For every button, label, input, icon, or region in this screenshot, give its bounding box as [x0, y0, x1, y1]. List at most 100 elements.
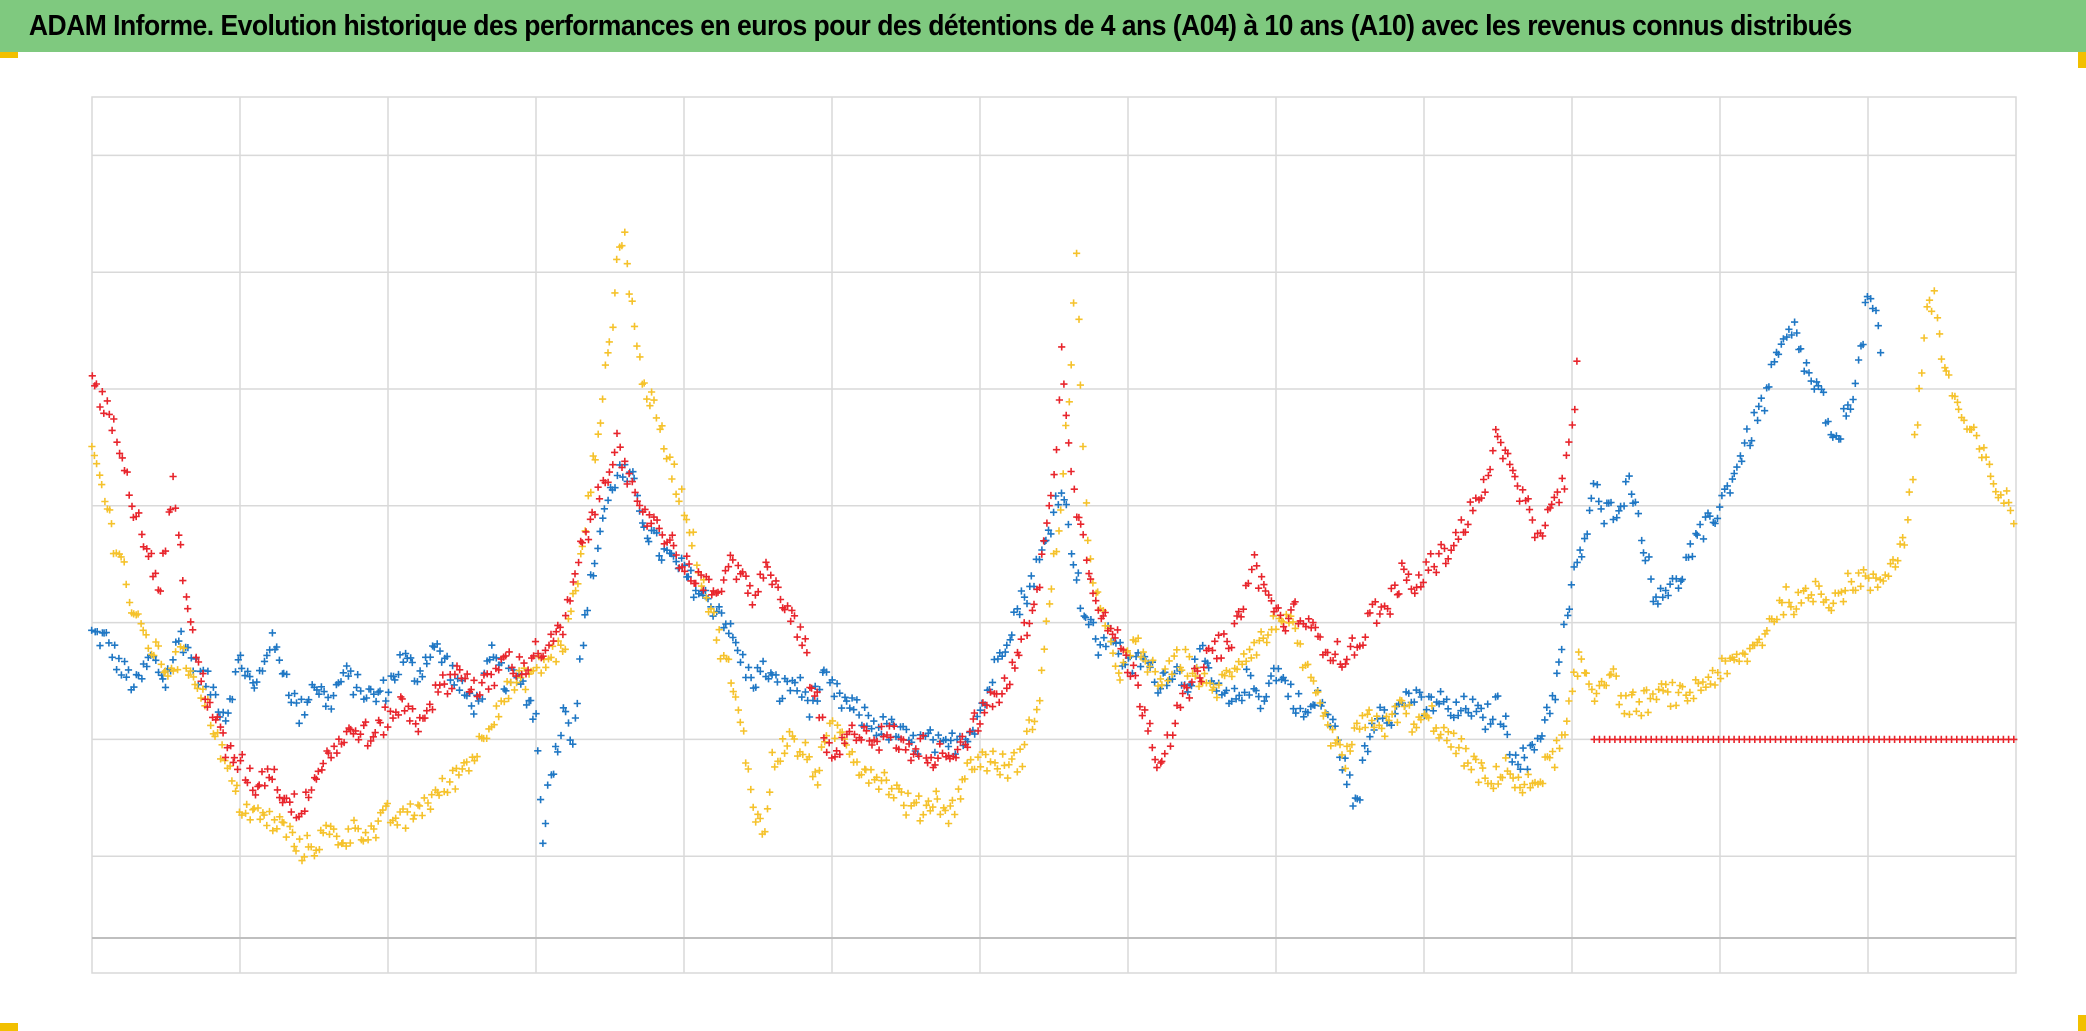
- scatter-point-series-2: [1711, 681, 1719, 689]
- scatter-point-series-2: [646, 402, 654, 410]
- scatter-point-series-2: [1909, 476, 1917, 484]
- scatter-point-series-2: [1168, 670, 1176, 678]
- scatter-point-series-3: [763, 563, 771, 571]
- scatter-point-series-3: [406, 717, 414, 725]
- scatter-point-series-2: [1425, 714, 1433, 722]
- scatter-point-series-3: [726, 551, 734, 559]
- scatter-point-series-3: [108, 426, 116, 434]
- scatter-point-series-3: [264, 765, 272, 773]
- scatter-point-series-1: [138, 675, 146, 683]
- scatter-point-series-2: [1455, 744, 1463, 752]
- scatter-point-series-3: [219, 729, 227, 737]
- scatter-point-series-2: [2010, 520, 2018, 528]
- scatter-point-series-3: [1333, 638, 1341, 646]
- scatter-point-series-2: [470, 757, 479, 765]
- scatter-point-series-3: [1237, 613, 1245, 621]
- scatter-point-series-2: [139, 626, 147, 634]
- scatter-point-series-1: [1761, 407, 1769, 415]
- scatter-point-series-1: [349, 691, 357, 699]
- scatter-point-series-3: [439, 671, 447, 679]
- scatter-point-series-2: [742, 759, 750, 767]
- scatter-point-series-2: [799, 750, 807, 759]
- scatter-point-series-1: [1008, 631, 1016, 639]
- scatter-point-series-3: [110, 415, 118, 423]
- scatter-point-series-2: [967, 756, 975, 764]
- scatter-point-series-2: [435, 791, 443, 799]
- scatter-point-series-1: [1184, 688, 1192, 696]
- scatter-point-series-1: [902, 725, 910, 734]
- scatter-point-series-2: [443, 788, 452, 796]
- scatter-point-series-1: [805, 713, 814, 721]
- scatter-point-series-1: [1076, 604, 1084, 612]
- scatter-point-series-2: [933, 795, 941, 803]
- scatter-point-series-2: [754, 810, 762, 818]
- scatter-point-series-2: [633, 342, 641, 350]
- scatter-point-series-3: [980, 709, 989, 717]
- scatter-point-series-3: [621, 457, 629, 465]
- scatter-point-series-3: [1432, 568, 1440, 576]
- scatter-point-series-2: [254, 804, 262, 812]
- scatter-point-series-2: [1787, 603, 1795, 611]
- scatter-point-series-1: [581, 611, 589, 619]
- scatter-point-series-2: [1101, 622, 1109, 630]
- scatter-point-series-2: [134, 610, 142, 618]
- scatter-point-series-3: [1267, 597, 1275, 605]
- scatter-point-series-2: [1855, 569, 1863, 577]
- scatter-point-series-3: [1391, 581, 1399, 589]
- scatter-point-series-2: [1370, 723, 1378, 731]
- scatter-point-series-1: [1379, 714, 1387, 722]
- scatter-point-series-1: [1452, 698, 1460, 706]
- scatter-point-series-2: [814, 781, 822, 789]
- scatter-point-series-3: [672, 551, 680, 559]
- scatter-point-series-1: [474, 697, 483, 705]
- scatter-point-series-1: [426, 653, 434, 661]
- scatter-point-series-2: [383, 799, 391, 808]
- scatter-point-series-2: [1865, 574, 1873, 582]
- scatter-point-series-1: [838, 704, 846, 712]
- scatter-point-series-3: [756, 570, 764, 578]
- scatter-point-series-1: [1693, 531, 1701, 539]
- scatter-point-series-3: [983, 701, 991, 709]
- scatter-point-series-1: [573, 699, 581, 708]
- corner-marker-bottom-left: [0, 1023, 18, 1031]
- scatter-point-series-1: [1844, 401, 1852, 409]
- scatter-point-series-1: [1479, 713, 1487, 721]
- scatter-point-series-3: [1215, 631, 1223, 639]
- scatter-point-series-1: [747, 674, 755, 682]
- scatter-point-series-2: [1551, 763, 1559, 771]
- scatter-point-series-1: [379, 676, 387, 684]
- scatter-point-series-2: [561, 645, 569, 653]
- scatter-point-series-2: [495, 713, 503, 721]
- scatter-point-series-3: [1466, 498, 1474, 506]
- scatter-point-series-3: [714, 588, 722, 596]
- scatter-point-series-2: [1664, 688, 1672, 696]
- scatter-point-series-2: [1264, 631, 1272, 639]
- scatter-point-series-1: [1741, 439, 1749, 447]
- scatter-point-series-1: [1228, 697, 1236, 705]
- scatter-point-series-3: [301, 807, 309, 815]
- scatter-point-series-2: [217, 755, 225, 763]
- scatter-point-series-2: [374, 817, 382, 825]
- scatter-point-series-3: [668, 531, 676, 539]
- scatter-point-series-1: [855, 711, 863, 719]
- scatter-point-series-3: [398, 695, 406, 703]
- scatter-point-series-1: [1358, 756, 1367, 764]
- scatter-point-series-1: [396, 651, 404, 659]
- scatter-point-series-2: [976, 763, 985, 771]
- scatter-point-series-1: [846, 704, 854, 712]
- scatter-point-series-2: [1240, 650, 1248, 658]
- scatter-point-series-2: [1361, 723, 1369, 732]
- scatter-point-series-3: [476, 691, 484, 699]
- scatter-point-series-3: [1461, 528, 1469, 536]
- scatter-point-series-3: [613, 429, 621, 437]
- scatter-point-series-3: [171, 504, 180, 512]
- scatter-point-series-2: [1143, 668, 1152, 676]
- scatter-point-series-3: [1055, 396, 1063, 404]
- scatter-point-series-1: [550, 770, 558, 778]
- scatter-point-series-3: [135, 509, 143, 517]
- scatter-point-series-1: [1757, 394, 1765, 402]
- scatter-point-series-3: [470, 676, 478, 684]
- scatter-point-series-1: [1289, 705, 1297, 713]
- scatter-point-series-2: [1378, 724, 1386, 732]
- scatter-point-series-1: [327, 705, 335, 713]
